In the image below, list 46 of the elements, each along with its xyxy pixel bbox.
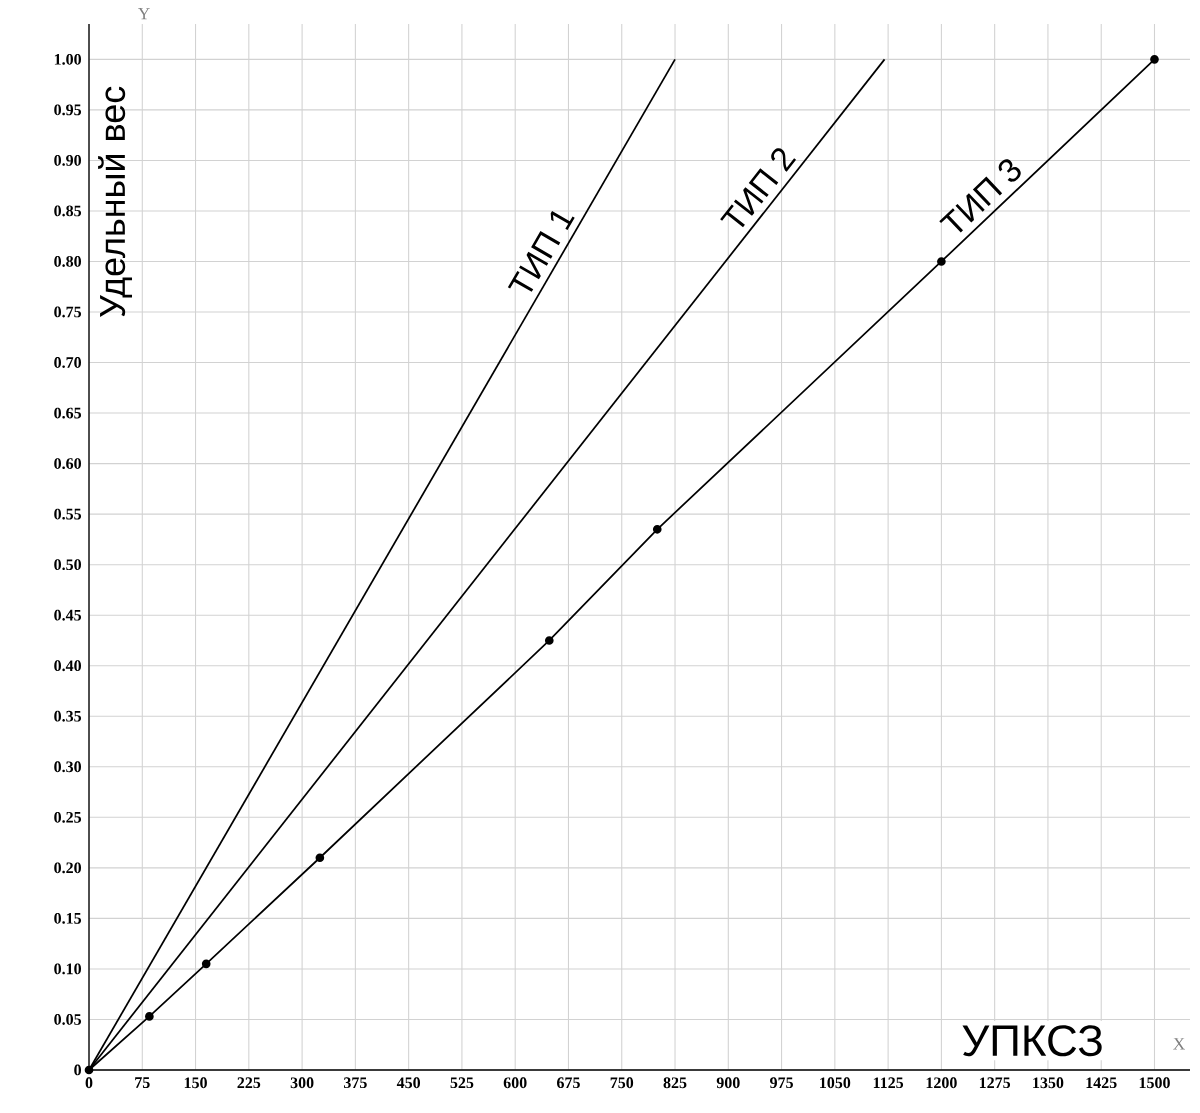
x-tick-label: 150 <box>184 1077 207 1089</box>
y-tick-label: 0 <box>74 1064 82 1076</box>
x-tick-label: 900 <box>716 1077 740 1089</box>
y-axis-title: Удельный вес <box>98 86 133 317</box>
x-tick-label: 375 <box>343 1077 367 1089</box>
x-tick-label: 825 <box>663 1077 687 1089</box>
y-tick-label: 0.25 <box>54 811 82 823</box>
y-tick-label: 0.40 <box>54 660 82 672</box>
y-tick-label: 0.60 <box>54 458 82 470</box>
x-tick-label: 1050 <box>820 1077 851 1089</box>
y-tick-label: 1.00 <box>54 53 82 65</box>
y-tick-label: 0.80 <box>54 256 82 267</box>
y-tick-label: 0.20 <box>54 862 82 874</box>
y-tick-label: 0.90 <box>54 154 82 166</box>
x-tick-label: 525 <box>450 1077 474 1089</box>
x-axis-title: УПКСЗ <box>962 1025 1102 1057</box>
x-tick-label: 450 <box>396 1077 421 1089</box>
y-tick-label: 0.35 <box>54 710 82 722</box>
x-tick-label: 1125 <box>873 1077 904 1089</box>
y-tick-label: 0.85 <box>54 205 82 217</box>
x-tick-label: 1275 <box>979 1077 1011 1089</box>
y-tick-label: 0.55 <box>54 508 82 520</box>
x-tick-label: 1425 <box>1086 1077 1117 1089</box>
x-tick-label: 1350 <box>1033 1077 1064 1089</box>
annotation: X <box>1173 1038 1185 1050</box>
x-tick-label: 975 <box>770 1077 793 1089</box>
y-tick-label: 0.50 <box>54 559 82 571</box>
x-tick-label: 300 <box>290 1077 314 1089</box>
y-tick-label: 0.15 <box>54 912 82 924</box>
text: Y <box>137 7 150 20</box>
y-tick-label: 0.45 <box>54 609 82 621</box>
y-tick-label: 0.75 <box>54 306 82 318</box>
x-tick-label: 75 <box>135 1077 150 1088</box>
x-tick-label: 750 <box>610 1077 634 1089</box>
y-tick-label: 0.05 <box>54 1014 82 1025</box>
y-tick-label: 0.65 <box>54 407 82 419</box>
x-tick-label: 1200 <box>926 1077 957 1089</box>
x-tick-label: 225 <box>237 1077 261 1089</box>
x-tick-label: 0 <box>85 1077 93 1089</box>
y-tick-label: 0.70 <box>54 357 82 368</box>
y-tick-label: 0.10 <box>54 963 82 975</box>
x-tick-label: 1500 <box>1139 1077 1170 1089</box>
x-tick-label: 600 <box>503 1077 527 1089</box>
x-tick-label: 675 <box>557 1077 580 1089</box>
y-tick-label: 0.95 <box>54 104 82 116</box>
y-tick-label: 0.30 <box>54 761 82 773</box>
